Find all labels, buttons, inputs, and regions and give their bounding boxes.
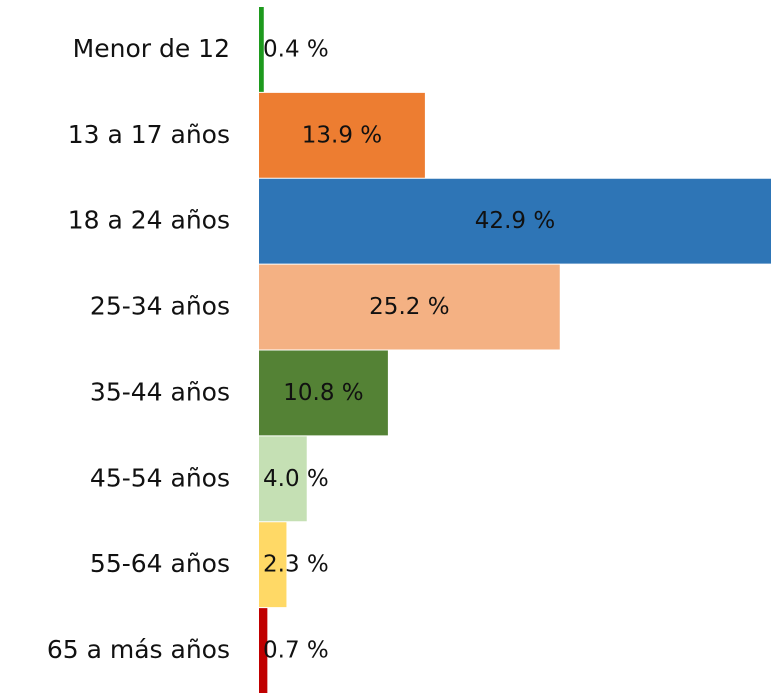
category-label: 25-34 años (90, 292, 230, 321)
value-label: 42.9 % (475, 208, 555, 234)
category-label: 45-54 años (90, 463, 230, 492)
value-label: 4.0 % (263, 466, 329, 492)
category-label: 65 a más años (47, 635, 230, 664)
value-label: 2.3 % (263, 552, 329, 578)
category-label: 55-64 años (90, 549, 230, 578)
category-label: 35-44 años (90, 377, 230, 406)
bar (259, 436, 307, 522)
bar (259, 264, 560, 350)
bar (259, 178, 771, 264)
value-label: 0.4 % (263, 36, 329, 62)
value-label: 13.9 % (302, 122, 382, 148)
bar (259, 350, 388, 436)
category-label: 13 a 17 años (68, 120, 230, 149)
value-label: 25.2 % (369, 294, 449, 320)
bar (259, 608, 268, 693)
bar (259, 92, 425, 178)
bar (259, 522, 287, 608)
value-label: 10.8 % (283, 380, 363, 406)
value-label: 0.7 % (263, 638, 329, 664)
bar (259, 7, 264, 92)
category-label: Menor de 12 (73, 34, 230, 63)
category-label: 18 a 24 años (68, 206, 230, 235)
